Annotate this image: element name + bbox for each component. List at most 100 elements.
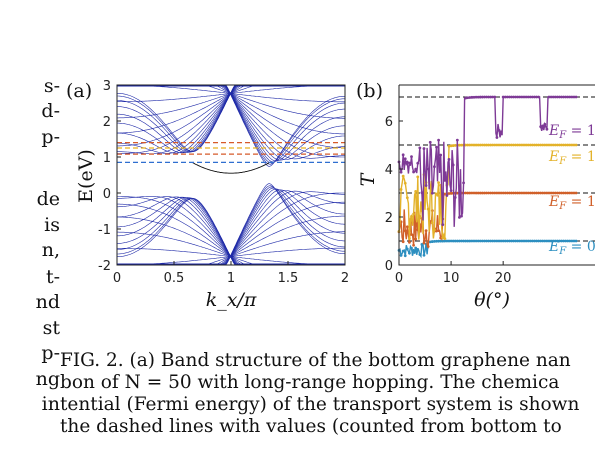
data-point xyxy=(410,233,413,236)
data-point xyxy=(560,191,563,195)
text-fragment: p- xyxy=(41,126,60,148)
data-point xyxy=(405,196,409,200)
data-point xyxy=(491,143,495,147)
data-point xyxy=(545,239,549,243)
data-point xyxy=(435,229,438,233)
series-label: EF = 1 xyxy=(548,149,595,167)
data-point xyxy=(408,240,411,244)
data-point xyxy=(533,239,536,243)
data-point xyxy=(572,191,576,195)
data-point xyxy=(493,95,497,99)
data-point xyxy=(508,95,511,99)
panel-b-xticks: 0 10 20 xyxy=(395,261,511,286)
data-point xyxy=(551,95,555,99)
data-point xyxy=(516,191,520,195)
data-point xyxy=(487,95,490,99)
data-point xyxy=(512,239,515,243)
data-point xyxy=(512,143,515,147)
data-point xyxy=(478,239,482,243)
data-point xyxy=(505,191,509,195)
data-point xyxy=(568,95,572,99)
data-point xyxy=(466,143,470,147)
data-point xyxy=(572,239,576,243)
data-point xyxy=(543,239,547,243)
data-point xyxy=(412,170,415,174)
data-point xyxy=(476,95,480,99)
data-point xyxy=(472,95,476,99)
data-point xyxy=(499,143,503,147)
text-fragment: s- xyxy=(43,75,60,97)
data-point xyxy=(458,215,461,219)
data-point xyxy=(489,143,493,147)
data-point xyxy=(510,239,513,243)
data-point xyxy=(524,143,528,147)
data-point xyxy=(570,95,574,99)
data-point xyxy=(433,239,436,243)
data-point xyxy=(449,191,453,195)
text-fragment: p- xyxy=(41,342,60,364)
data-point xyxy=(547,239,551,243)
data-point xyxy=(460,143,463,147)
data-point xyxy=(460,214,463,218)
x-tick-label: 10 xyxy=(443,271,460,286)
data-point xyxy=(528,143,532,147)
data-point xyxy=(537,143,540,147)
data-point xyxy=(533,191,536,195)
data-point xyxy=(466,96,470,100)
transmission-series xyxy=(397,239,578,259)
data-point xyxy=(460,239,463,243)
transmission-curves xyxy=(397,95,578,259)
data-point xyxy=(551,143,555,147)
panel-a-label: (a) xyxy=(66,80,92,102)
data-point xyxy=(520,143,524,147)
band-line xyxy=(117,85,345,158)
data-point xyxy=(555,143,559,147)
band-line xyxy=(117,192,345,265)
data-point xyxy=(526,191,530,195)
series-label: EF = 0 xyxy=(548,239,595,257)
data-point xyxy=(493,239,497,243)
data-point xyxy=(493,143,497,147)
data-point xyxy=(439,239,443,243)
data-point xyxy=(439,153,443,157)
text-fragment: in xyxy=(41,393,60,415)
data-point xyxy=(526,239,530,243)
data-point xyxy=(464,143,468,147)
caption-line: tential (Fermi energy) of the transport … xyxy=(60,394,580,415)
band-line xyxy=(117,85,345,152)
data-point xyxy=(485,143,488,147)
data-point xyxy=(489,191,493,195)
data-point xyxy=(499,239,503,243)
panel-b-label: (b) xyxy=(356,80,383,102)
data-point xyxy=(539,239,543,243)
data-point xyxy=(524,95,528,99)
data-point xyxy=(528,191,532,195)
data-point xyxy=(458,239,461,243)
data-point xyxy=(491,191,495,195)
data-point xyxy=(530,191,534,195)
data-point xyxy=(512,95,515,99)
data-point xyxy=(543,122,547,126)
data-point xyxy=(468,96,472,99)
data-point xyxy=(439,236,443,240)
data-point xyxy=(476,239,480,243)
text-fragment: st xyxy=(42,317,60,339)
data-point xyxy=(543,191,547,195)
data-point xyxy=(416,175,420,179)
data-point xyxy=(547,95,551,99)
text-fragment: n, xyxy=(41,239,60,261)
data-point xyxy=(553,239,557,243)
data-point xyxy=(478,95,482,99)
data-point xyxy=(472,191,476,195)
data-point xyxy=(503,95,507,99)
data-point xyxy=(526,95,530,99)
data-point xyxy=(445,194,449,197)
data-point xyxy=(495,136,499,139)
data-point xyxy=(487,143,490,147)
data-point xyxy=(574,239,578,243)
data-point xyxy=(447,157,451,161)
y-tick-label: 0 xyxy=(385,259,393,274)
data-point xyxy=(535,239,538,243)
data-point xyxy=(478,191,482,195)
data-point xyxy=(418,146,422,150)
